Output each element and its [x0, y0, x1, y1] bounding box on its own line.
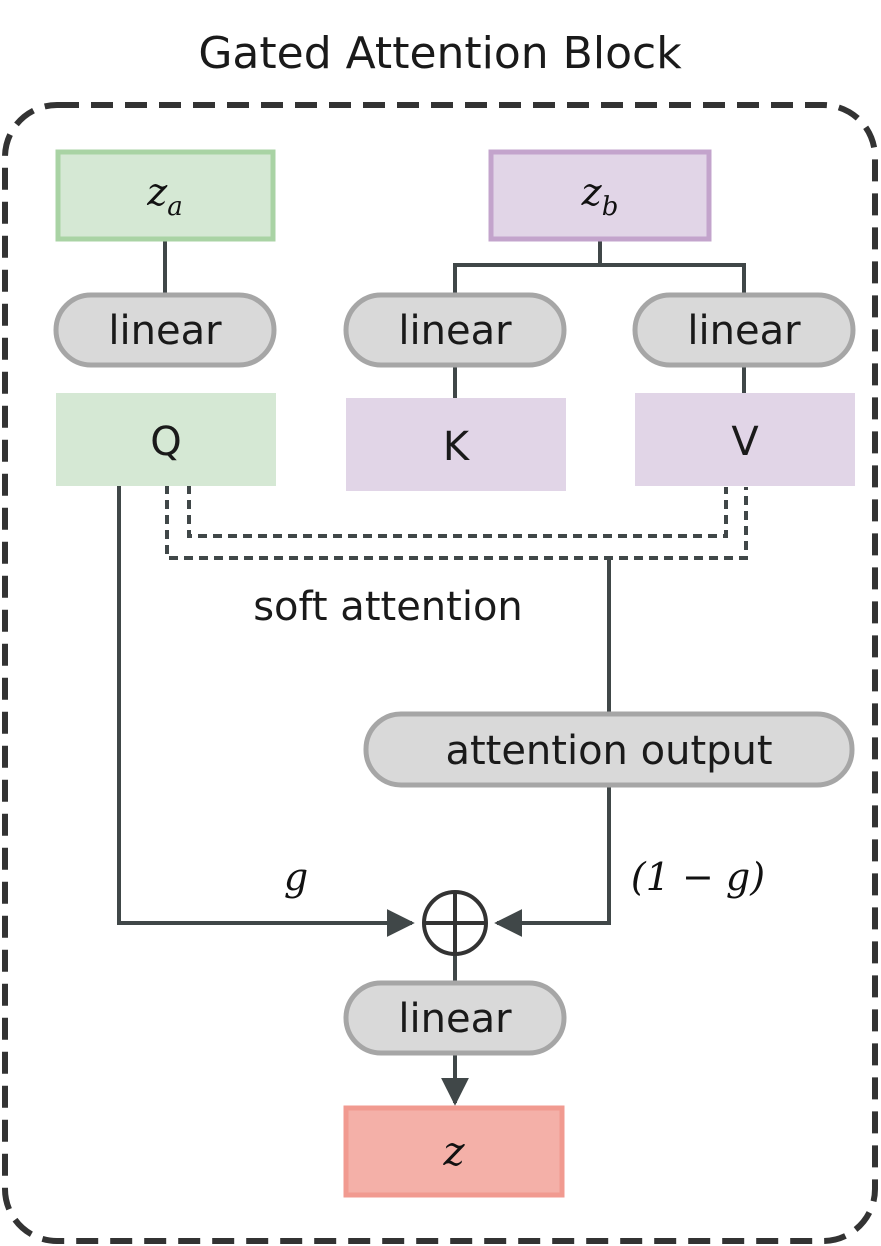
zb-input-box — [488, 149, 712, 242]
linear-out-pill — [343, 980, 567, 1056]
linear-v-pill — [632, 292, 856, 368]
linear-v-label: linear — [687, 308, 801, 354]
soft-attention-lines — [165, 485, 748, 560]
linear-q-pill — [53, 292, 277, 368]
v-box — [635, 393, 855, 486]
gate-one-minus-g-label: (1 − g) — [631, 855, 765, 899]
za-label: za — [146, 170, 183, 222]
output-z-label: z — [442, 1129, 465, 1175]
soft-attention-label: soft attention — [253, 584, 523, 630]
v-label: V — [731, 419, 759, 465]
za-input-box — [55, 149, 276, 242]
linear-out-label: linear — [398, 996, 512, 1042]
zb-label: zb — [581, 170, 619, 222]
linear-k-label: linear — [398, 308, 512, 354]
q-label: Q — [150, 419, 181, 465]
block-border — [2, 102, 878, 1244]
output-z-box — [343, 1105, 565, 1198]
attention-output-pill — [363, 711, 855, 788]
sum-node-icon — [422, 890, 488, 956]
q-box — [56, 393, 276, 486]
linear-k-pill — [343, 292, 567, 368]
diagram-title: Gated Attention Block — [198, 28, 682, 79]
k-box — [346, 398, 566, 491]
linear-q-label: linear — [108, 308, 222, 354]
attention-output-label: attention output — [445, 728, 772, 774]
gate-g-label: g — [284, 855, 308, 899]
connectors — [117, 240, 746, 1106]
k-label: K — [443, 424, 471, 470]
